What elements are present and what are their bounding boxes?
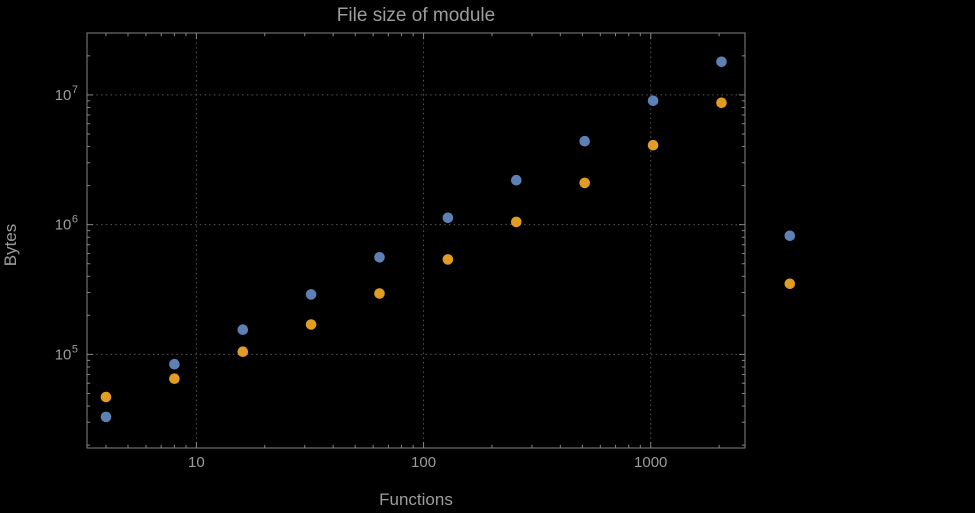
gridlines bbox=[87, 33, 745, 448]
data-point bbox=[647, 95, 659, 107]
tick-labels: 10 100 1000 105 106 107 bbox=[55, 84, 668, 471]
data-point bbox=[647, 139, 659, 151]
data-point bbox=[237, 324, 249, 336]
data-point bbox=[442, 254, 454, 265]
data-point bbox=[716, 97, 727, 109]
x-axis-label: Functions bbox=[379, 490, 453, 509]
x-tick-label: 10 bbox=[188, 454, 205, 471]
y-tick-label: 105 bbox=[55, 343, 78, 363]
data-point bbox=[784, 230, 796, 242]
data-point bbox=[511, 174, 522, 186]
data-point bbox=[100, 411, 112, 423]
axis-ticks bbox=[87, 33, 745, 448]
plot-frame bbox=[86, 32, 746, 449]
x-tick-label: 1000 bbox=[634, 454, 667, 471]
data-point bbox=[305, 289, 317, 300]
data-point bbox=[169, 358, 180, 370]
data-point bbox=[237, 346, 249, 358]
data-point bbox=[169, 373, 180, 385]
y-tick-label: 107 bbox=[55, 84, 78, 104]
data-points bbox=[100, 56, 796, 423]
y-axis-label: Bytes bbox=[1, 224, 20, 267]
data-point bbox=[784, 278, 796, 290]
chart-title: File size of module bbox=[337, 5, 495, 26]
data-point bbox=[305, 319, 317, 330]
data-point bbox=[374, 251, 385, 263]
data-point bbox=[374, 288, 385, 299]
data-point bbox=[511, 216, 522, 228]
data-point bbox=[716, 56, 727, 68]
series-series-blue bbox=[100, 56, 796, 423]
data-point bbox=[442, 212, 454, 224]
data-point bbox=[579, 135, 590, 147]
series-series-orange bbox=[100, 97, 796, 403]
y-tick-label: 106 bbox=[55, 214, 78, 234]
data-point bbox=[579, 177, 590, 189]
x-tick-label: 100 bbox=[411, 454, 436, 471]
data-point bbox=[100, 391, 112, 403]
